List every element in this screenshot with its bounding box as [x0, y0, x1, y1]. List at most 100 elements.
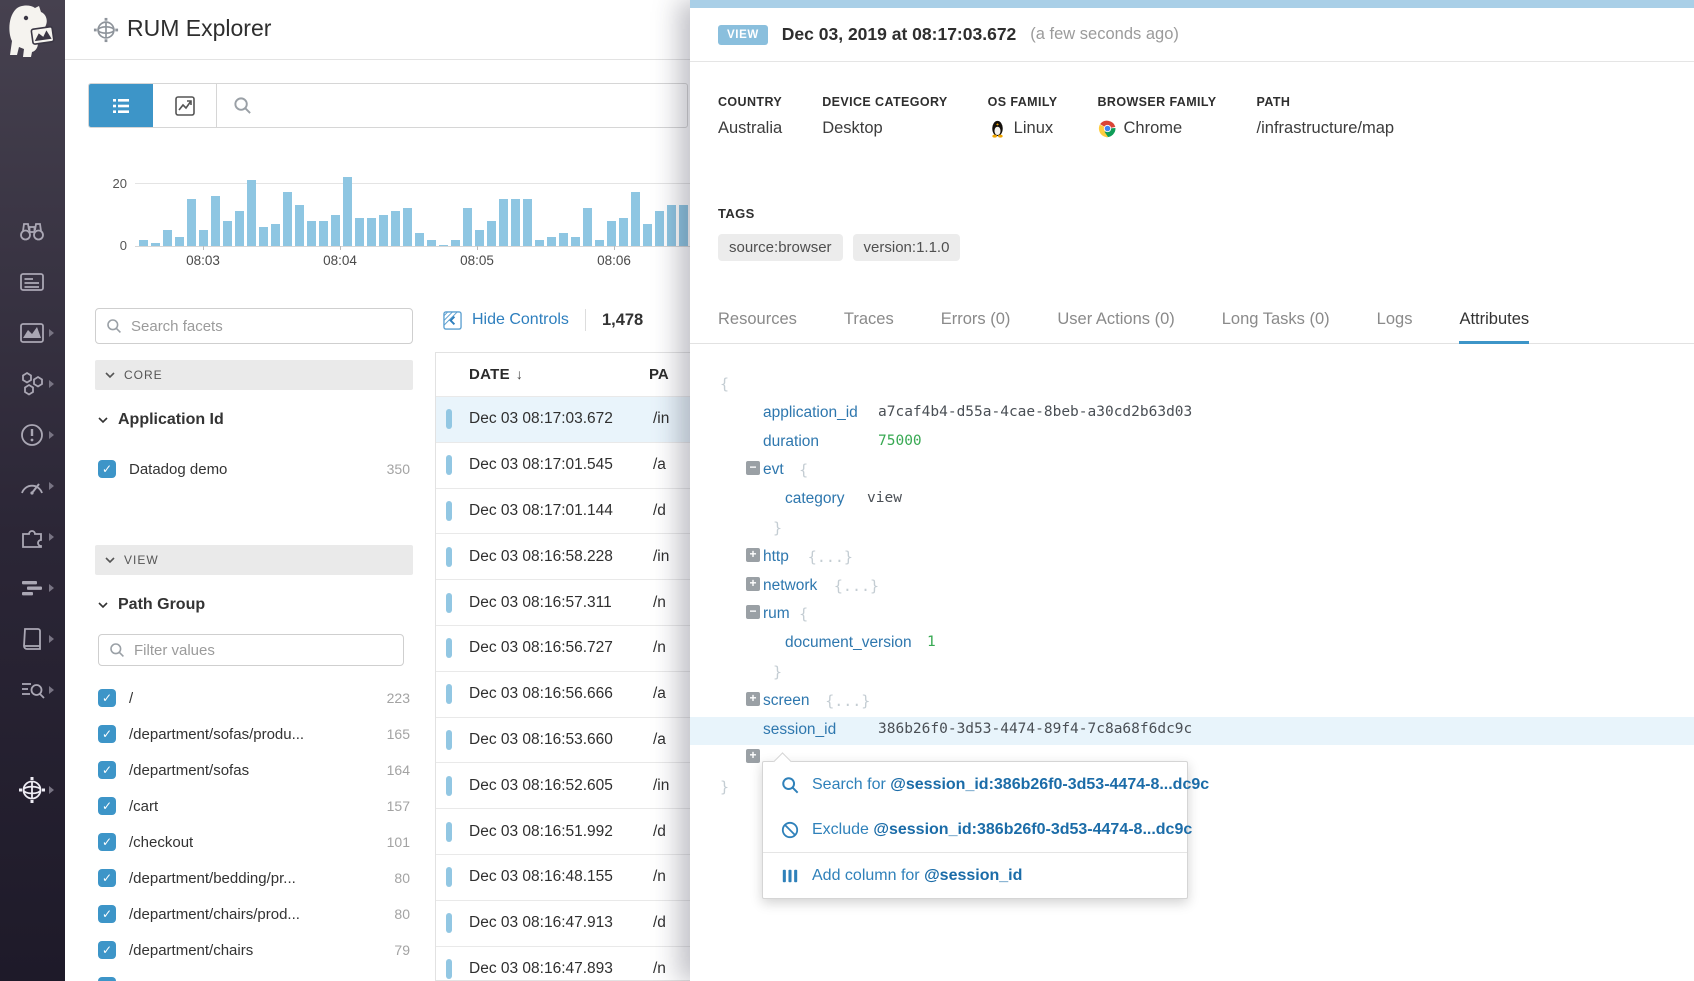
tab-errors-0[interactable]: Errors (0) — [940, 310, 1011, 328]
facet-value-row[interactable]: ✓ Datadog demo 350 — [98, 451, 410, 487]
hide-controls[interactable]: Hide Controls 1,478 — [443, 306, 643, 334]
table-row[interactable]: Dec 03 08:16:53.660/a — [436, 716, 691, 763]
histogram-bar[interactable] — [415, 233, 424, 246]
histogram-bar[interactable] — [631, 192, 640, 246]
histogram-bar[interactable] — [679, 205, 688, 246]
histogram-bar[interactable] — [235, 211, 244, 246]
facet-value-row[interactable]: ✓ / 223 — [98, 680, 410, 716]
tag-pill[interactable]: version:1.1.0 — [852, 234, 961, 261]
histogram-bar[interactable] — [355, 217, 364, 246]
facet-value-row[interactable]: ✓ /department/sofas/produ... 165 — [98, 716, 410, 752]
attribute-line[interactable]: − evt { — [690, 457, 1694, 486]
event-histogram[interactable]: 20 0 08:03 08:04 08:05 08:06 — [95, 170, 691, 270]
checkbox[interactable]: ✓ — [98, 869, 116, 887]
facet-group-core[interactable]: CORE — [95, 360, 413, 390]
checkbox[interactable]: ✓ — [98, 797, 116, 815]
table-row[interactable]: Dec 03 08:16:56.727/n — [436, 624, 691, 671]
facet-path-group[interactable]: Path Group — [98, 596, 205, 614]
attribute-key[interactable]: application_id — [763, 403, 858, 421]
histogram-bar[interactable] — [331, 214, 340, 246]
facet-value-row[interactable]: ✓ — [98, 968, 410, 981]
attribute-line[interactable]: + http {...} — [690, 544, 1694, 573]
histogram-bar[interactable] — [511, 198, 520, 246]
attribute-key[interactable]: screen — [763, 691, 810, 709]
histogram-bar[interactable] — [175, 236, 184, 246]
checkbox[interactable]: ✓ — [98, 941, 116, 959]
histogram-bar[interactable] — [307, 220, 316, 246]
attribute-line[interactable]: + screen {...} — [690, 688, 1694, 717]
events-icon[interactable] — [16, 268, 48, 296]
timeseries-view-button[interactable] — [153, 84, 217, 127]
tab-resources[interactable]: Resources — [718, 310, 797, 328]
histogram-bar[interactable] — [547, 236, 556, 246]
table-row[interactable]: Dec 03 08:16:52.605/in — [436, 762, 691, 808]
checkbox[interactable]: ✓ — [98, 725, 116, 743]
histogram-bar[interactable] — [451, 239, 460, 246]
checkbox[interactable]: ✓ — [98, 977, 116, 981]
attribute-key[interactable]: http — [763, 547, 789, 565]
rum-globe-icon[interactable] — [16, 776, 48, 804]
table-row[interactable]: Dec 03 08:17:01.545/a — [436, 441, 691, 488]
collapse-node-icon[interactable]: − — [746, 605, 760, 620]
histogram-bar[interactable] — [499, 198, 508, 246]
checkbox[interactable]: ✓ — [98, 460, 116, 478]
attribute-line[interactable]: { — [690, 371, 1694, 400]
facet-application-id[interactable]: Application Id — [98, 411, 224, 429]
context-menu-item[interactable]: Search for @session_id:386b26f0-3d53-447… — [763, 762, 1209, 807]
attribute-key[interactable]: network — [763, 576, 818, 594]
attribute-value[interactable]: 386b26f0-3d53-4474-89f4-7c8a68f6dc9c — [878, 720, 1193, 737]
attribute-key[interactable]: session_id — [763, 720, 837, 738]
expand-node-icon[interactable]: + — [746, 749, 760, 764]
histogram-bar[interactable] — [295, 205, 304, 246]
attribute-line[interactable]: category view — [690, 486, 1694, 515]
histogram-bar[interactable] — [247, 179, 256, 246]
histogram-bar[interactable] — [259, 227, 268, 246]
histogram-bar[interactable] — [319, 220, 328, 246]
attribute-line[interactable]: application_id a7caf4b4-d55a-4cae-8beb-a3… — [690, 400, 1694, 429]
apm-icon[interactable] — [16, 574, 48, 602]
attribute-key[interactable]: document_version — [785, 634, 912, 652]
histogram-bar[interactable] — [211, 195, 220, 246]
histogram-bar[interactable] — [379, 214, 388, 246]
context-menu-item[interactable]: Exclude @session_id:386b26f0-3d53-4474-8… — [763, 807, 1192, 852]
histogram-bar[interactable] — [391, 211, 400, 246]
search-input[interactable] — [217, 84, 687, 127]
facet-value-row[interactable]: ✓ /cart 157 — [98, 788, 410, 824]
histogram-bar[interactable] — [667, 205, 676, 246]
attribute-line[interactable]: + — [690, 745, 1694, 774]
attribute-line[interactable]: + network {...} — [690, 573, 1694, 602]
histogram-bar[interactable] — [151, 242, 160, 246]
attribute-value[interactable]: 75000 — [878, 432, 922, 449]
table-row[interactable]: Dec 03 08:16:47.893/n — [436, 945, 691, 980]
checkbox[interactable]: ✓ — [98, 761, 116, 779]
attribute-line[interactable]: } — [690, 774, 1694, 803]
histogram-bar[interactable] — [535, 239, 544, 246]
attribute-key[interactable]: evt — [763, 461, 784, 479]
table-row[interactable]: Dec 03 08:17:01.144/d — [436, 487, 691, 534]
tab-long-tasks-0[interactable]: Long Tasks (0) — [1221, 310, 1330, 328]
histogram-bar[interactable] — [583, 208, 592, 246]
attribute-line[interactable]: } — [690, 515, 1694, 544]
attribute-key[interactable]: duration — [763, 432, 820, 450]
table-row[interactable]: Dec 03 08:17:03.672/in — [436, 396, 691, 442]
histogram-bar[interactable] — [571, 236, 580, 246]
attribute-line[interactable]: − rum { — [690, 601, 1694, 630]
attribute-key[interactable]: category — [785, 490, 845, 508]
attribute-line[interactable]: } — [690, 659, 1694, 688]
histogram-bar[interactable] — [559, 233, 568, 246]
table-row[interactable]: Dec 03 08:16:48.155/n — [436, 853, 691, 900]
histogram-bar[interactable] — [523, 198, 532, 246]
context-menu-item[interactable]: Add column for @session_id — [763, 853, 1187, 898]
histogram-bar[interactable] — [607, 220, 616, 246]
expand-node-icon[interactable]: + — [746, 576, 760, 591]
table-row[interactable]: Dec 03 08:16:56.666/a — [436, 670, 691, 717]
dashboards-icon[interactable] — [16, 319, 48, 347]
histogram-bar[interactable] — [619, 217, 628, 246]
checkbox[interactable]: ✓ — [98, 833, 116, 851]
histogram-bar[interactable] — [643, 223, 652, 246]
infrastructure-icon[interactable] — [16, 370, 48, 398]
histogram-bar[interactable] — [403, 208, 412, 246]
table-row[interactable]: Dec 03 08:16:51.992/d — [436, 808, 691, 854]
expand-node-icon[interactable]: + — [746, 691, 760, 706]
attribute-line[interactable]: document_version 1 — [690, 630, 1694, 659]
